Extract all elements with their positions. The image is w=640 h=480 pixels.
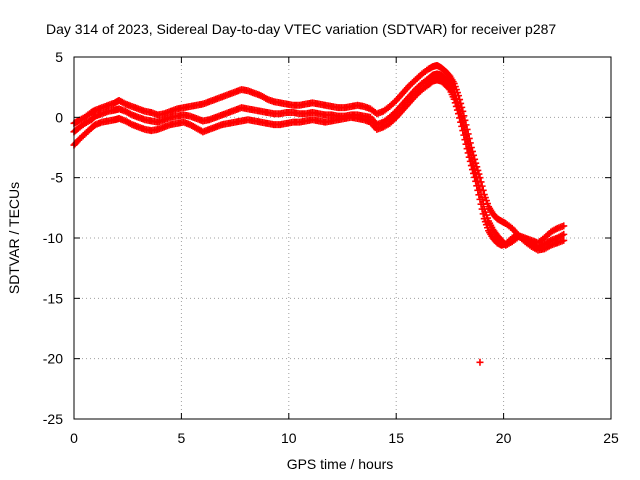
x-tick-label: 15 (388, 430, 404, 446)
x-tick-label: 0 (70, 430, 78, 446)
x-tick-label: 5 (178, 430, 186, 446)
data-point-track-c (453, 106, 461, 114)
data-point-track-c (458, 122, 466, 130)
y-tick-label: -10 (43, 230, 63, 246)
data-point-track-c (463, 145, 471, 153)
y-tick-label: -5 (51, 170, 64, 186)
x-tick-label: 25 (603, 430, 619, 446)
data-point-track-c (471, 173, 479, 181)
data-point-track-c (466, 157, 474, 165)
data-point-track-a (560, 222, 568, 230)
data-point-track-c (461, 136, 469, 144)
x-tick-label: 10 (281, 430, 297, 446)
data-point-track-c (472, 177, 480, 185)
data-point-track-c (478, 205, 486, 213)
y-tick-label: 5 (55, 49, 63, 65)
y-tick-label: 0 (55, 109, 63, 125)
data-points (70, 61, 568, 366)
y-tick-label: -20 (43, 351, 63, 367)
data-point-track-c (479, 210, 487, 218)
data-point-track-c (462, 140, 470, 148)
x-tick-label: 20 (496, 430, 512, 446)
data-point-track-c (459, 127, 467, 135)
data-point-outlier (476, 358, 484, 366)
data-point-track-c (451, 99, 459, 107)
data-point-track-c (467, 162, 475, 170)
data-point-track-c (476, 195, 484, 203)
data-point-track-c (456, 114, 464, 122)
tick-labels: 0 5 10 15 20 25 -25 -20 -15 -10 -5 0 5 (43, 49, 619, 446)
data-point-track-c (450, 95, 458, 103)
y-tick-label: -25 (43, 411, 63, 427)
data-point-track-c (473, 182, 481, 190)
data-point-track-c (454, 110, 462, 118)
data-point-track-c (452, 102, 460, 110)
data-point-track-c (475, 191, 483, 199)
data-point-track-c (468, 166, 476, 174)
data-point-track-c (457, 118, 465, 126)
data-point-track-c (477, 200, 485, 208)
y-axis-label: SDTVAR / TECUs (6, 182, 22, 294)
data-point-track-c (470, 169, 478, 177)
y-tick-label: -15 (43, 290, 63, 306)
data-point-track-c (464, 149, 472, 157)
chart-title: Day 314 of 2023, Sidereal Day-to-day VTE… (46, 21, 556, 37)
data-point-track-c (465, 153, 473, 161)
x-axis-label: GPS time / hours (287, 456, 394, 472)
data-point-track-c (445, 84, 453, 92)
data-point-track-b (560, 230, 568, 238)
ticks (73, 56, 612, 420)
data-point-track-c (560, 236, 568, 244)
data-point-track-c (474, 186, 482, 194)
data-point-track-c (460, 131, 468, 139)
